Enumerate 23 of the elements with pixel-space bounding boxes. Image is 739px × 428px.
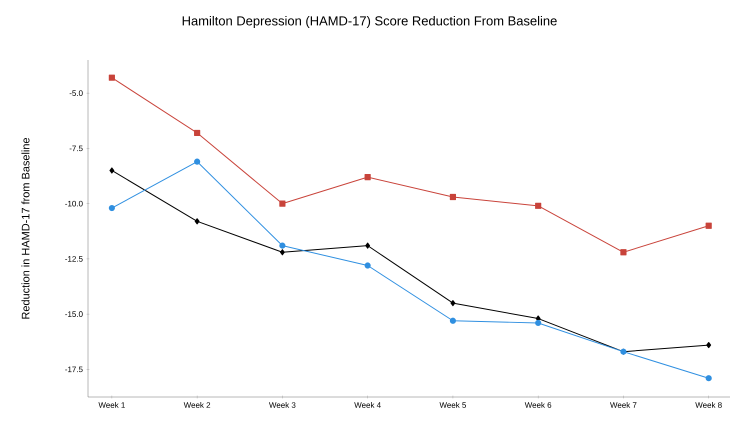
- point: [620, 249, 627, 256]
- y-axis-title: Reduction in HAMD-17 from Baseline: [21, 138, 30, 319]
- point: [108, 74, 115, 81]
- point: [450, 318, 456, 324]
- point: [535, 320, 542, 326]
- point: [279, 242, 286, 249]
- point: [450, 300, 456, 306]
- chart-title: Hamilton Depression (HAMD-17) Score Reduction From Baseline: [182, 16, 557, 28]
- point: [706, 375, 712, 382]
- point: [364, 262, 371, 269]
- point: [194, 130, 200, 136]
- point: [108, 204, 115, 212]
- point: [706, 222, 712, 229]
- point: [364, 174, 371, 180]
- point: [450, 194, 456, 200]
- point: [109, 167, 114, 174]
- point: [365, 242, 370, 249]
- point: [706, 342, 712, 348]
- point: [279, 200, 286, 207]
- point: [194, 218, 200, 224]
- point: [535, 202, 542, 209]
- point: [280, 249, 285, 256]
- point: [194, 158, 200, 165]
